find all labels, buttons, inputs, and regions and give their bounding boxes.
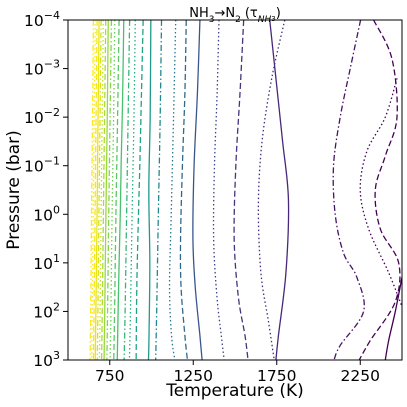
y-axis: 10−4 10−3 10−2 10−1 100 101 102 103 [24,9,68,370]
series-line-8 [103,20,109,360]
series-line-9 [106,20,113,360]
y-tick-label: 10−4 [24,9,60,30]
series-line-12 [116,20,125,360]
series-line-19 [179,20,189,360]
chart-title: NH3→N2 (τNH3) [189,6,281,25]
series-line-16 [147,20,152,360]
y-axis-label: Pressure (bar) [4,130,24,249]
series-line-28 [384,277,402,360]
y-tick-label: 101 [33,252,60,273]
y-tick-label: 10−2 [24,106,60,127]
series-line-6 [98,20,104,360]
series-line-26 [358,20,401,360]
series-line-22 [233,20,249,360]
y-tick-label: 10−3 [24,58,60,79]
series-line-10 [109,20,116,360]
y-tick-label: 103 [33,349,60,370]
x-tick-label: 1750 [257,367,296,385]
plot-frame [67,19,403,361]
series-line-20 [192,20,203,360]
y-tick-label: 100 [33,203,60,224]
x-axis-label: Temperature (K) [165,381,304,401]
series-line-21 [212,20,225,360]
x-tick-label: 2250 [341,367,380,385]
series-line-7 [100,20,107,360]
plot-background [68,20,402,360]
series-line-4 [94,20,100,360]
series-line-25 [332,20,365,360]
y-tick-label: 10−1 [24,155,60,176]
series-line-2 [90,20,96,360]
series-line-3 [92,20,98,360]
series-line-5 [96,20,102,360]
y-tick-label: 102 [33,300,60,321]
series-line-14 [128,20,136,360]
x-axis: 750 1250 1750 2250 [95,360,380,385]
series-line-18 [168,20,177,360]
series-line-24 [269,20,290,360]
series-line-17 [155,20,163,360]
series-line-27 [359,78,402,307]
series-layer [89,20,402,360]
series-line-1 [89,20,95,360]
series-line-15 [135,20,144,360]
series-line-23 [257,20,286,360]
x-tick-label: 1250 [174,367,213,385]
series-line-11 [113,20,120,360]
series-line-13 [123,20,131,360]
x-tick-label: 750 [95,367,125,385]
